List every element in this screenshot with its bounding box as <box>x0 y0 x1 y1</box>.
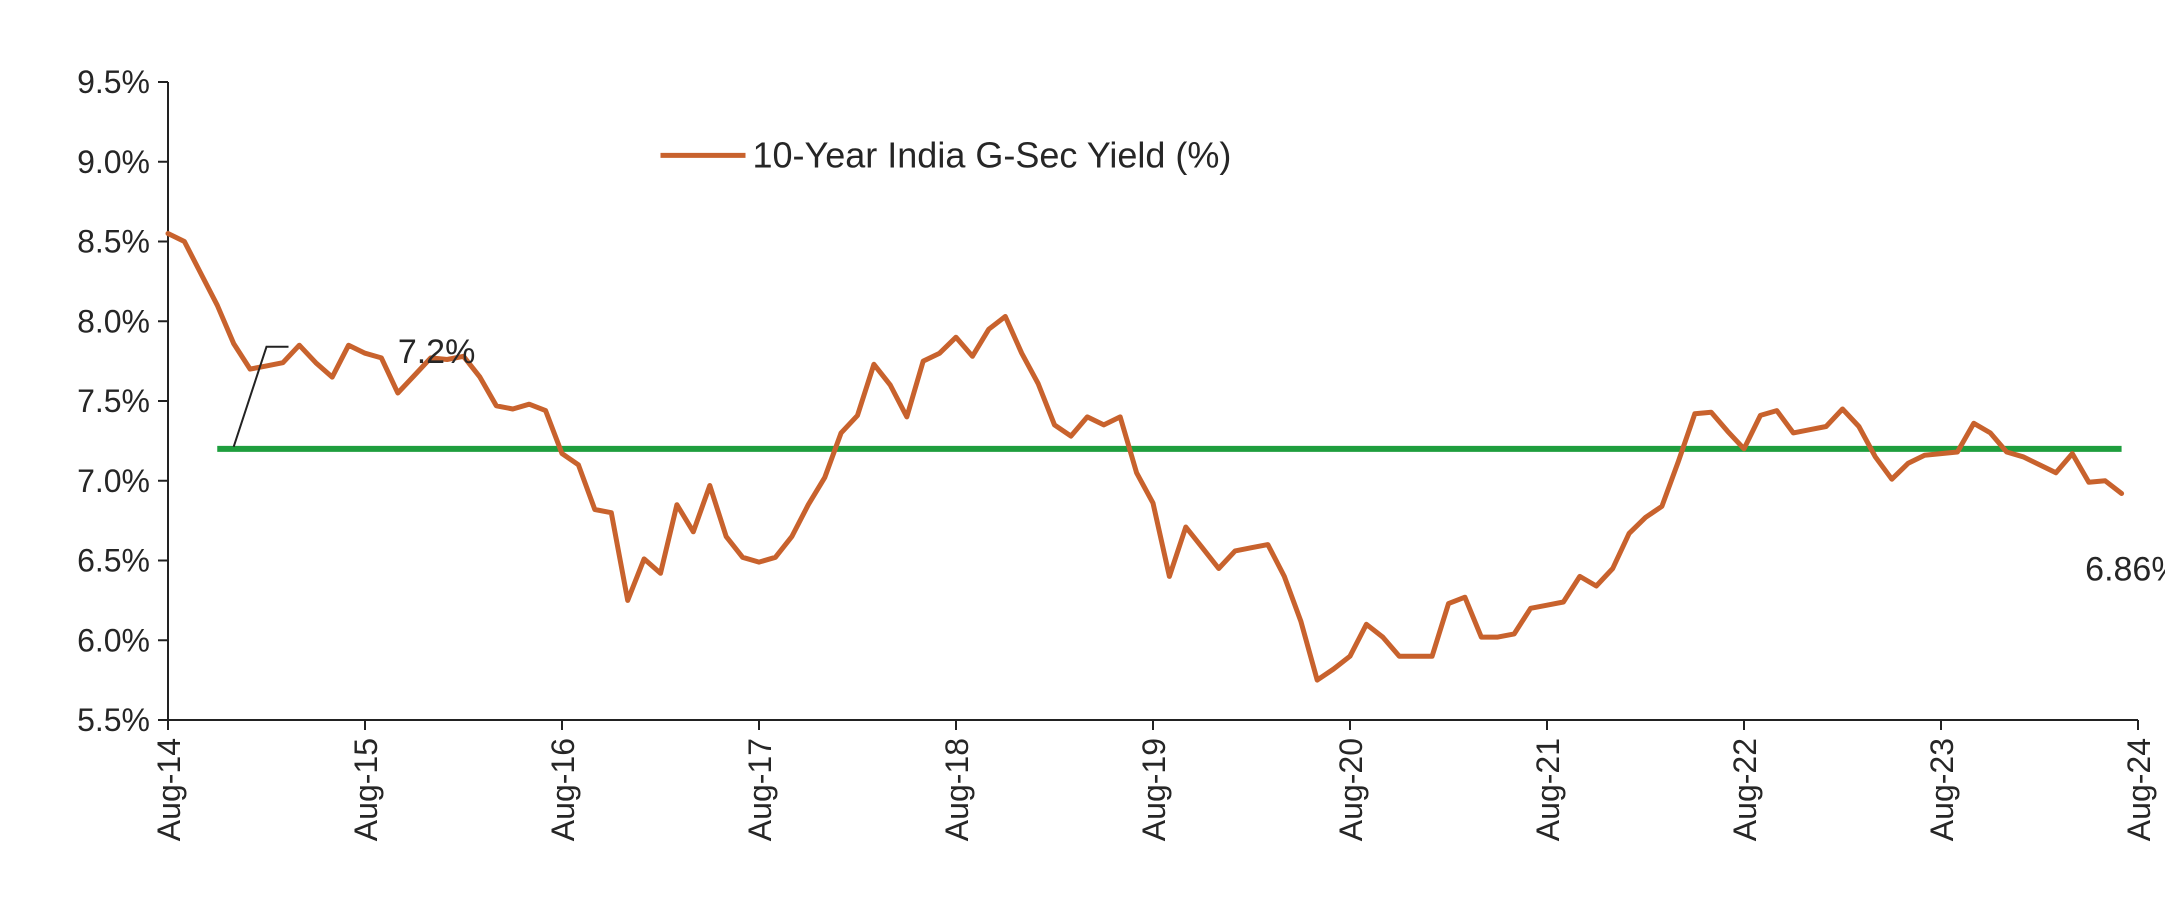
end-value-label: 6.86% <box>2085 551 2165 589</box>
y-tick-label: 6.5% <box>77 543 150 579</box>
y-tick-label: 8.5% <box>77 224 150 260</box>
x-tick-label: Aug-22 <box>1727 738 1763 841</box>
y-tick-label: 6.0% <box>77 622 150 658</box>
y-tick-label: 5.5% <box>77 702 150 738</box>
x-tick-label: Aug-23 <box>1924 738 1960 841</box>
x-ticks: Aug-14 Aug-15 Aug-16 Aug-17 Aug-18 Aug-19 Aug-… <box>151 720 2157 841</box>
x-tick-label: Aug-15 <box>348 738 384 841</box>
x-tick-label: Aug-24 <box>2121 738 2157 841</box>
legend: 10-Year India G-Sec Yield (%) <box>660 134 1232 175</box>
y-tick-label: 7.5% <box>77 383 150 419</box>
legend-label: 10-Year India G-Sec Yield (%) <box>753 134 1232 175</box>
y-tick-label: 9.0% <box>77 144 150 180</box>
reference-line-label: 7.2% <box>398 333 476 371</box>
y-tick-label: 9.5% <box>77 64 150 100</box>
series-line-10y-gsec-yield <box>165 231 2125 683</box>
y-tick-label: 7.0% <box>77 463 150 499</box>
x-tick-label: Aug-21 <box>1530 738 1566 841</box>
x-tick-label: Aug-17 <box>742 738 778 841</box>
x-axis: Aug-14 Aug-15 Aug-16 Aug-17 Aug-18 Aug-19 Aug-… <box>151 719 2157 841</box>
x-tick-label: Aug-20 <box>1333 738 1369 841</box>
x-tick-label: Aug-16 <box>545 738 581 841</box>
reference-label-leader <box>232 345 289 448</box>
x-tick-label: Aug-14 <box>151 738 187 841</box>
y-ticks: 5.5% 6.0% 6.5% 7.0% 7.5% 8.0% 8.5% 9.0% 9.5% <box>77 64 168 738</box>
x-tick-label: Aug-19 <box>1136 738 1172 841</box>
y-tick-label: 8.0% <box>77 303 150 339</box>
x-tick-label: Aug-18 <box>939 738 975 841</box>
y-axis: 5.5% 6.0% 6.5% 7.0% 7.5% 8.0% 8.5% 9.0% 9.5% <box>77 64 169 738</box>
